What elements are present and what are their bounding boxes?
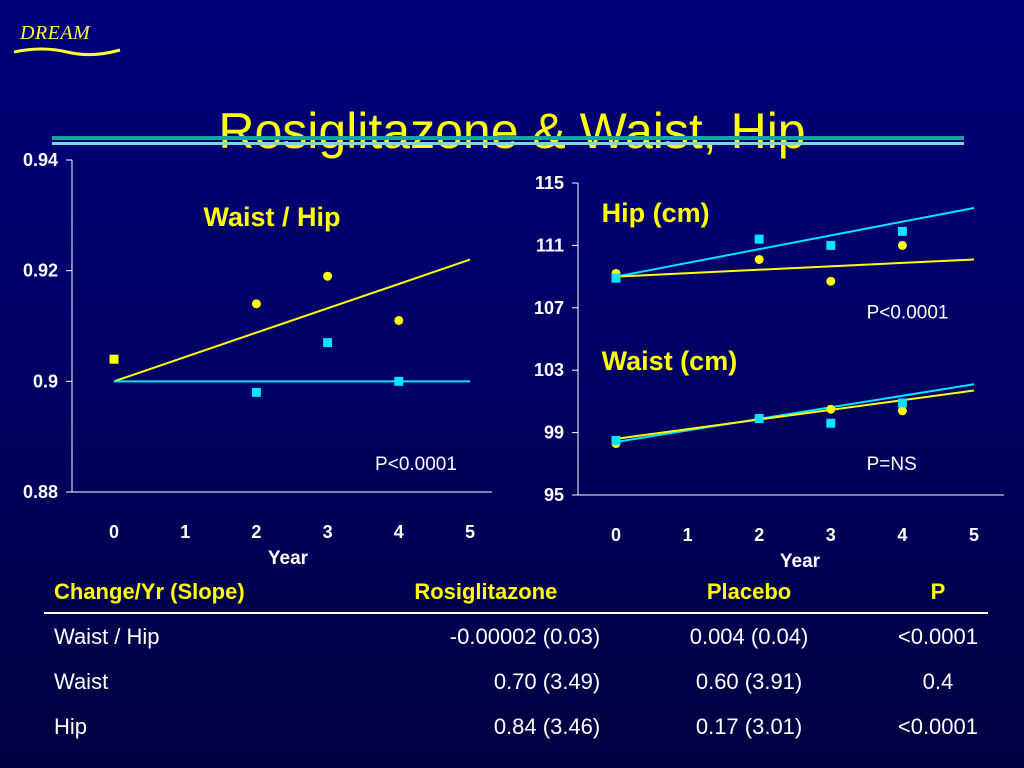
logo-swoosh-icon [13, 47, 121, 57]
table-row: Waist 0.70 (3.49) 0.60 (3.91) 0.4 [44, 659, 988, 704]
trend-line [615, 389, 975, 440]
table-row: Hip 0.84 (3.46) 0.17 (3.01) <0.0001 [44, 704, 988, 749]
data-point [109, 354, 119, 364]
table-cell: 0.70 (3.49) [493, 668, 601, 694]
chart-title: Waist / Hip [203, 202, 340, 232]
x-tick-label: 4 [394, 522, 404, 542]
data-point [754, 414, 764, 424]
x-tick-label: 0 [611, 525, 621, 545]
table-header-cell: Change/Yr (Slope) [44, 572, 362, 614]
table-cell: 0.4 [922, 668, 954, 694]
p-value-annotation: P=NS [867, 454, 917, 475]
y-tick-label: 107 [534, 298, 564, 318]
hip-waist-cm-chart: 115 111 107 103 99 95 0 1 2 3 4 5 Year Hip (cm) Waist … [534, 173, 1004, 572]
data-point [897, 226, 907, 236]
y-tick-label: 0.92 [23, 261, 58, 281]
series-group-label: Hip (cm) [602, 198, 710, 228]
y-tick-label: 95 [544, 485, 564, 505]
table-row: Waist / Hip -0.00002 (0.03) 0.004 (0.04)… [44, 613, 988, 659]
dream-logo: DREAM [12, 22, 122, 62]
table-cell: 0.004 (0.04) [689, 623, 809, 649]
table-cell: 0.17 (3.01) [695, 713, 803, 739]
y-tick-label: 103 [534, 360, 564, 380]
table-header-cell: Rosiglitazone [361, 572, 611, 614]
x-tick-label: 2 [754, 525, 764, 545]
x-tick-label: 4 [897, 525, 907, 545]
y-tick-label: 111 [536, 235, 564, 255]
table-cell: Hip [54, 713, 88, 739]
trend-line [615, 206, 975, 278]
table-header-cell: Placebo [610, 572, 888, 614]
data-point [611, 435, 621, 445]
y-tick-label: 0.94 [23, 150, 58, 170]
y-tick-label: 0.88 [23, 482, 58, 502]
data-point [897, 398, 907, 408]
x-tick-label: 3 [323, 522, 333, 542]
x-tick-label: 0 [109, 522, 119, 542]
data-point [611, 273, 621, 283]
x-axis-label: Year [780, 551, 821, 572]
x-tick-label: 1 [180, 522, 190, 542]
table-cell: 0.84 (3.46) [493, 713, 601, 739]
data-point [826, 418, 836, 428]
y-tick-label: 115 [535, 173, 564, 193]
data-point [754, 234, 764, 244]
table-header-row: Change/Yr (Slope) Rosiglitazone Placebo … [44, 572, 988, 614]
p-value-annotation: P<0.0001 [867, 303, 949, 324]
x-tick-label: 5 [969, 525, 979, 545]
data-point [251, 387, 261, 397]
series-group-label: Waist (cm) [602, 346, 738, 376]
table-cell: -0.00002 (0.03) [449, 623, 601, 649]
waist-hip-chart: 0.94 0.92 0.9 0.88 0 1 2 3 4 5 Year Waist / Hip P<0.… [23, 150, 492, 569]
data-point [323, 271, 333, 281]
data-point [754, 254, 764, 264]
data-point [394, 376, 404, 386]
y-tick-label: 99 [544, 423, 564, 443]
x-tick-label: 2 [251, 522, 261, 542]
x-tick-label: 1 [683, 525, 693, 545]
data-point [826, 240, 836, 250]
table-cell: Waist / Hip [54, 623, 160, 649]
y-tick-label: 0.9 [33, 371, 58, 391]
x-tick-label: 5 [465, 522, 475, 542]
p-value-annotation: P<0.0001 [375, 454, 457, 475]
slope-summary-table: Change/Yr (Slope) Rosiglitazone Placebo … [44, 572, 988, 749]
data-point [826, 404, 836, 414]
table-cell: Waist [54, 668, 109, 694]
table-cell: <0.0001 [897, 623, 978, 649]
table-header-cell: P [887, 572, 988, 614]
data-point [251, 299, 261, 309]
trend-line [615, 383, 975, 443]
data-point [826, 276, 836, 286]
data-point [394, 315, 404, 325]
x-axis-label: Year [268, 548, 309, 569]
data-point [897, 406, 907, 416]
x-tick-label: 3 [826, 525, 836, 545]
table-cell: <0.0001 [897, 713, 978, 739]
data-point [897, 240, 907, 250]
data-point [323, 338, 333, 348]
trend-line [615, 258, 975, 278]
page-title: Rosiglitazone & Waist, Hip [218, 102, 806, 159]
trend-line [113, 258, 471, 383]
title-divider [52, 136, 964, 148]
logo-text: DREAM [20, 22, 91, 44]
table-cell: 0.60 (3.91) [695, 668, 803, 694]
